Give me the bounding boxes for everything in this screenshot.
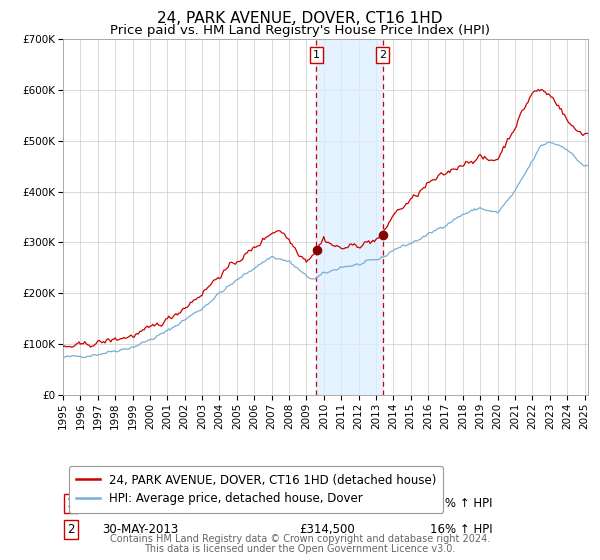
Text: 16% ↑ HPI: 16% ↑ HPI xyxy=(431,524,493,536)
Text: 2: 2 xyxy=(379,50,386,60)
Text: 30-MAY-2013: 30-MAY-2013 xyxy=(103,524,179,536)
Text: 2: 2 xyxy=(67,524,74,536)
Text: Price paid vs. HM Land Registry's House Price Index (HPI): Price paid vs. HM Land Registry's House … xyxy=(110,24,490,36)
Text: 24, PARK AVENUE, DOVER, CT16 1HD: 24, PARK AVENUE, DOVER, CT16 1HD xyxy=(157,11,443,26)
Text: This data is licensed under the Open Government Licence v3.0.: This data is licensed under the Open Gov… xyxy=(145,544,455,554)
Point xyxy=(379,231,388,240)
Text: 1: 1 xyxy=(67,497,74,510)
Text: £285,000: £285,000 xyxy=(299,497,355,510)
Text: £314,500: £314,500 xyxy=(299,524,355,536)
Legend: 24, PARK AVENUE, DOVER, CT16 1HD (detached house), HPI: Average price, detached : 24, PARK AVENUE, DOVER, CT16 1HD (detach… xyxy=(69,466,443,512)
Point xyxy=(312,245,322,254)
Bar xyxy=(316,39,383,395)
Text: 15% ↑ HPI: 15% ↑ HPI xyxy=(431,497,493,510)
Text: Contains HM Land Registry data © Crown copyright and database right 2024.: Contains HM Land Registry data © Crown c… xyxy=(110,534,490,544)
Text: 07-AUG-2009: 07-AUG-2009 xyxy=(103,497,181,510)
Text: 1: 1 xyxy=(313,50,320,60)
